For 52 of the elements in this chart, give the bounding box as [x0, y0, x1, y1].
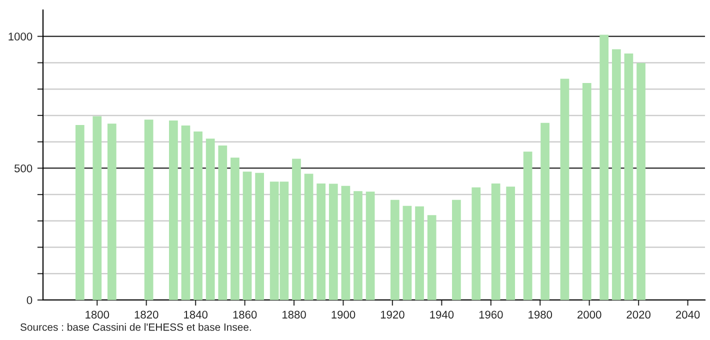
source-note: Sources : base Cassini de l'EHESS et base Insee. — [20, 323, 251, 331]
bar — [92, 116, 102, 300]
bar — [582, 83, 592, 300]
x-tick-label: 2020 — [626, 310, 650, 319]
x-tick-label: 1860 — [233, 310, 257, 319]
x-tick-label: 1800 — [86, 310, 110, 319]
bar — [328, 184, 338, 300]
bar — [292, 158, 301, 300]
bar — [452, 200, 461, 300]
y-tick-label: 500 — [14, 164, 32, 172]
bar — [354, 191, 362, 300]
bar — [194, 132, 202, 300]
bar — [540, 122, 550, 300]
y-tick-label: 1000 — [8, 32, 32, 40]
x-tick-label: 1880 — [282, 310, 306, 319]
x-tick-label: 1840 — [184, 310, 208, 319]
bar — [523, 152, 532, 300]
bar — [560, 78, 570, 300]
bar — [75, 124, 84, 300]
x-tick-label: 1940 — [430, 310, 454, 319]
bar — [491, 183, 500, 300]
bar — [341, 186, 350, 300]
x-tick-label: 1920 — [380, 310, 404, 319]
bar — [600, 34, 609, 300]
x-tick-label: 2040 — [676, 310, 700, 319]
bar — [612, 49, 621, 300]
bar — [366, 192, 375, 300]
x-tick-label: 1900 — [332, 310, 356, 319]
x-tick-label: 2000 — [578, 310, 602, 319]
y-tick-label: 0 — [26, 296, 32, 304]
bar — [390, 200, 400, 300]
bar — [242, 172, 252, 300]
x-tick-label: 1960 — [479, 310, 503, 319]
bar — [218, 146, 228, 300]
x-tick-label: 1820 — [134, 310, 158, 319]
bar — [506, 186, 516, 300]
bar — [181, 125, 190, 300]
bar — [230, 158, 240, 300]
bar — [415, 206, 424, 300]
bar — [624, 54, 634, 300]
bar — [206, 138, 215, 300]
bar — [402, 206, 412, 300]
bar — [144, 120, 154, 300]
bar — [427, 215, 436, 300]
bar — [304, 174, 314, 300]
bar — [255, 172, 264, 300]
bar — [636, 62, 646, 300]
bar — [472, 187, 481, 300]
bar — [107, 124, 116, 300]
bar — [169, 120, 178, 300]
x-tick-label: 1980 — [528, 310, 552, 319]
bar — [316, 183, 326, 300]
